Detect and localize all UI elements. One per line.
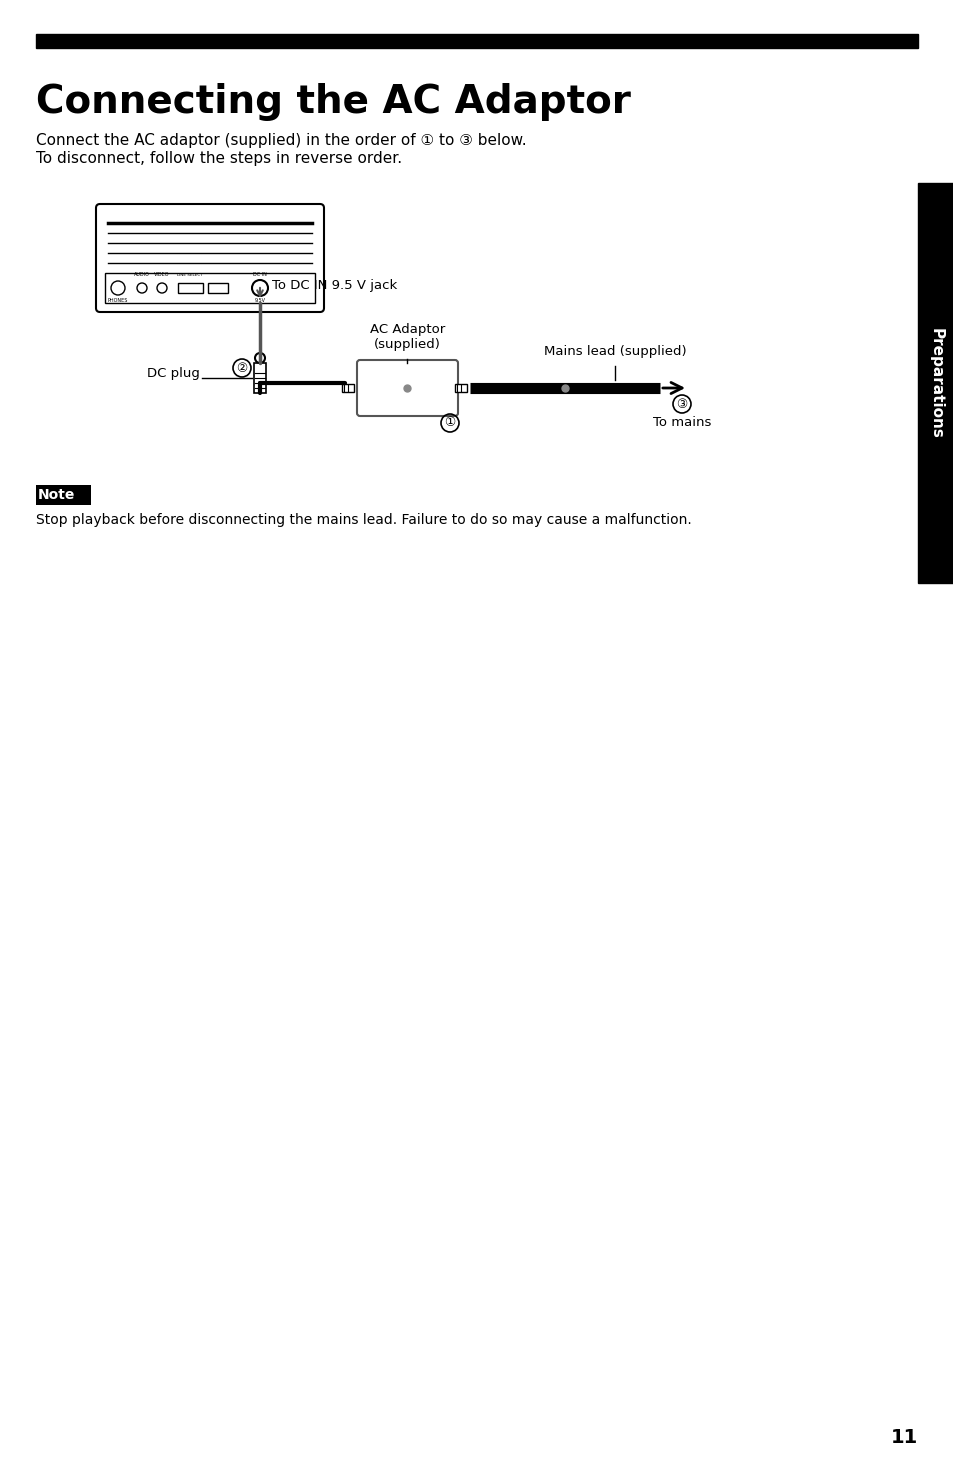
- Text: ③: ③: [676, 397, 687, 411]
- Text: To disconnect, follow the steps in reverse order.: To disconnect, follow the steps in rever…: [36, 151, 402, 166]
- Text: LINE SELECT: LINE SELECT: [177, 273, 203, 277]
- FancyBboxPatch shape: [36, 485, 91, 506]
- Text: Connecting the AC Adaptor: Connecting the AC Adaptor: [36, 83, 630, 122]
- Text: Note: Note: [38, 488, 75, 503]
- Text: Preparations: Preparations: [927, 328, 943, 439]
- Text: DC IN: DC IN: [253, 271, 267, 277]
- FancyBboxPatch shape: [356, 360, 457, 417]
- Text: ①: ①: [444, 417, 456, 430]
- Text: VIDEO: VIDEO: [154, 271, 170, 277]
- Text: AUDIO: AUDIO: [134, 271, 150, 277]
- Text: AC Adaptor
(supplied): AC Adaptor (supplied): [370, 323, 445, 351]
- Bar: [36, 34, 917, 47]
- Bar: [917, 182, 953, 583]
- Text: 9.5V: 9.5V: [254, 298, 265, 303]
- Text: DC plug: DC plug: [147, 366, 200, 380]
- FancyBboxPatch shape: [96, 205, 324, 311]
- Bar: [105, 273, 314, 303]
- Text: To mains: To mains: [652, 417, 710, 429]
- Bar: [455, 384, 467, 392]
- Text: PHONES: PHONES: [108, 298, 128, 303]
- Bar: [253, 363, 266, 393]
- Text: To DC IN 9.5 V jack: To DC IN 9.5 V jack: [272, 279, 396, 292]
- Text: Stop playback before disconnecting the mains lead. Failure to do so may cause a : Stop playback before disconnecting the m…: [36, 513, 691, 526]
- Bar: [208, 283, 228, 294]
- Text: Connect the AC adaptor (supplied) in the order of ① to ③ below.: Connect the AC adaptor (supplied) in the…: [36, 133, 526, 148]
- Text: Mains lead (supplied): Mains lead (supplied): [543, 346, 685, 357]
- Bar: [341, 384, 354, 392]
- Bar: [178, 283, 203, 294]
- Text: 11: 11: [890, 1428, 917, 1447]
- Text: ②: ②: [236, 362, 248, 375]
